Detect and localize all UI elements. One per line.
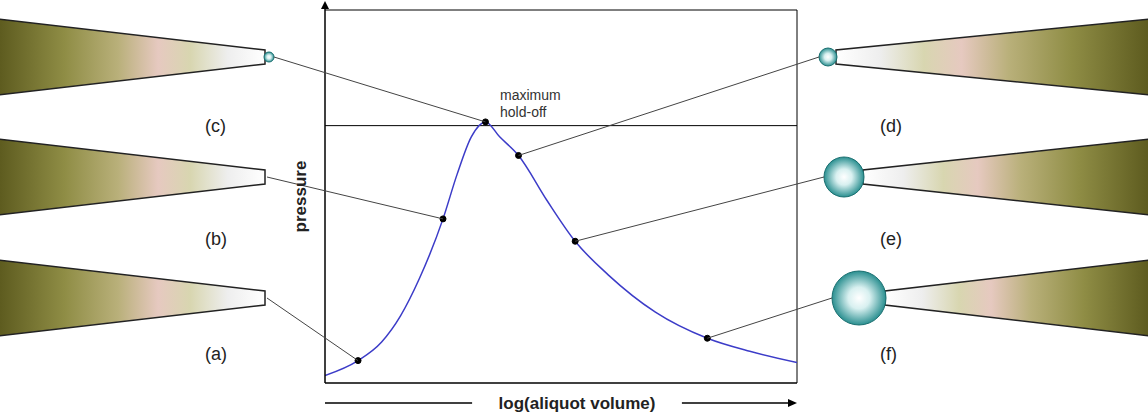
svg-text:pressure: pressure [291,161,310,233]
svg-text:maximumhold-off: maximumhold-off [500,87,561,120]
svg-text:(a): (a) [205,344,227,364]
svg-text:(d): (d) [880,116,902,136]
svg-text:(f): (f) [880,344,897,364]
svg-text:(c): (c) [205,116,226,136]
svg-text:(b): (b) [205,229,227,249]
svg-text:(e): (e) [880,229,902,249]
svg-text:log(aliquot volume): log(aliquot volume) [499,394,656,413]
